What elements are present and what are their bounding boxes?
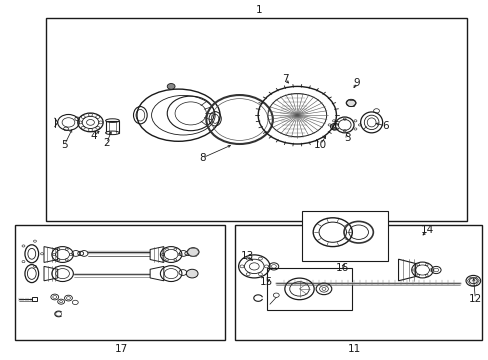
Circle shape: [187, 248, 199, 256]
Text: 13: 13: [241, 251, 254, 261]
Polygon shape: [150, 266, 163, 281]
Text: 17: 17: [114, 344, 128, 354]
Text: 5: 5: [61, 140, 68, 150]
Text: 6: 6: [381, 121, 388, 131]
Bar: [15, 225, 224, 340]
Text: 9: 9: [353, 78, 360, 88]
Polygon shape: [398, 259, 415, 281]
Bar: [234, 225, 481, 340]
Polygon shape: [44, 266, 58, 281]
Text: 1: 1: [255, 5, 262, 15]
Text: 8: 8: [199, 153, 206, 163]
Text: 10: 10: [313, 140, 326, 150]
Polygon shape: [150, 247, 163, 262]
Text: 11: 11: [347, 344, 361, 354]
Polygon shape: [44, 247, 58, 262]
Circle shape: [167, 84, 175, 89]
Text: 14: 14: [420, 225, 433, 235]
Bar: [105, 121, 119, 133]
Text: 4: 4: [90, 131, 97, 141]
Text: 12: 12: [468, 294, 481, 304]
Text: 3: 3: [343, 132, 350, 143]
Bar: [266, 268, 351, 310]
Text: 16: 16: [335, 263, 348, 273]
Bar: [46, 18, 466, 221]
Text: 2: 2: [103, 138, 110, 148]
Ellipse shape: [105, 131, 119, 135]
Circle shape: [465, 275, 480, 286]
Text: 7: 7: [281, 74, 288, 84]
Circle shape: [186, 269, 198, 278]
Bar: [32, 297, 37, 301]
Text: 15: 15: [259, 276, 273, 287]
Circle shape: [346, 99, 355, 107]
Bar: [302, 211, 387, 261]
